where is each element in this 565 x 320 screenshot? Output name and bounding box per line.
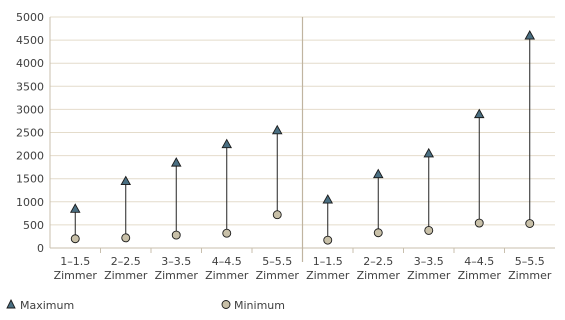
minimum-point [323, 235, 333, 245]
y-tick-label: 2000 [16, 150, 44, 163]
minimum-point [171, 230, 181, 240]
y-tick-label: 1000 [16, 196, 44, 209]
maximum-point [120, 175, 132, 186]
legend-item-minimum: Minimum [221, 299, 285, 312]
x-category-label: 2–2.5 Zimmer [357, 255, 401, 282]
y-tick-label: 3000 [16, 103, 44, 116]
legend-circle-marker [221, 300, 231, 309]
minimum-point [272, 210, 282, 220]
maximum-point [322, 194, 334, 204]
legend-triangle-marker [6, 298, 16, 309]
y-tick-label: 3500 [16, 80, 44, 93]
minimum-point [373, 228, 383, 238]
minimum-point [70, 234, 80, 244]
legend-item-maximum: Maximum [6, 298, 74, 312]
x-category-label: 5–5.5 Zimmer [256, 255, 300, 282]
maximum-point [524, 30, 536, 40]
legend-label-minimum: Minimum [234, 299, 285, 312]
maximum-point [473, 108, 485, 119]
minimum-point [474, 218, 484, 228]
minimum-point [222, 228, 232, 238]
minimum-point [525, 219, 535, 228]
x-category-label: 1–1.5 Zimmer [54, 255, 98, 282]
legend: Maximum Minimum [6, 298, 285, 312]
minimum-point [121, 233, 131, 243]
x-category-label: 3–3.5 Zimmer [407, 255, 451, 282]
maximum-point [170, 157, 182, 167]
y-axis-tick-labels: 0 500 1000 1500 2000 2500 3000 3500 4000 4500 5000 [16, 11, 44, 255]
maximum-point [423, 147, 435, 158]
y-tick-label: 2500 [16, 127, 44, 140]
y-tick-label: 5000 [16, 11, 44, 24]
maximum-point [221, 138, 233, 149]
y-tick-label: 0 [37, 242, 44, 255]
y-tick-label: 500 [23, 219, 44, 232]
legend-label-maximum: Maximum [20, 299, 74, 312]
y-tick-label: 4000 [16, 57, 44, 70]
x-category-label: 4–4.5 Zimmer [458, 255, 502, 282]
maximum-point [69, 203, 81, 213]
y-tick-label: 4500 [16, 34, 44, 47]
x-category-label: 5–5.5 Zimmer [508, 255, 552, 282]
x-category-label: 1–1.5 Zimmer [306, 255, 350, 282]
y-tick-label: 1500 [16, 173, 44, 186]
x-category-label: 4–4.5 Zimmer [205, 255, 249, 282]
maximum-point [271, 124, 283, 135]
data-marks [69, 30, 536, 245]
x-category-label: 3–3.5 Zimmer [155, 255, 199, 282]
maximum-point [372, 168, 384, 179]
axes [49, 17, 555, 262]
x-category-label: 2–2.5 Zimmer [104, 255, 148, 282]
minimum-point [424, 225, 434, 235]
